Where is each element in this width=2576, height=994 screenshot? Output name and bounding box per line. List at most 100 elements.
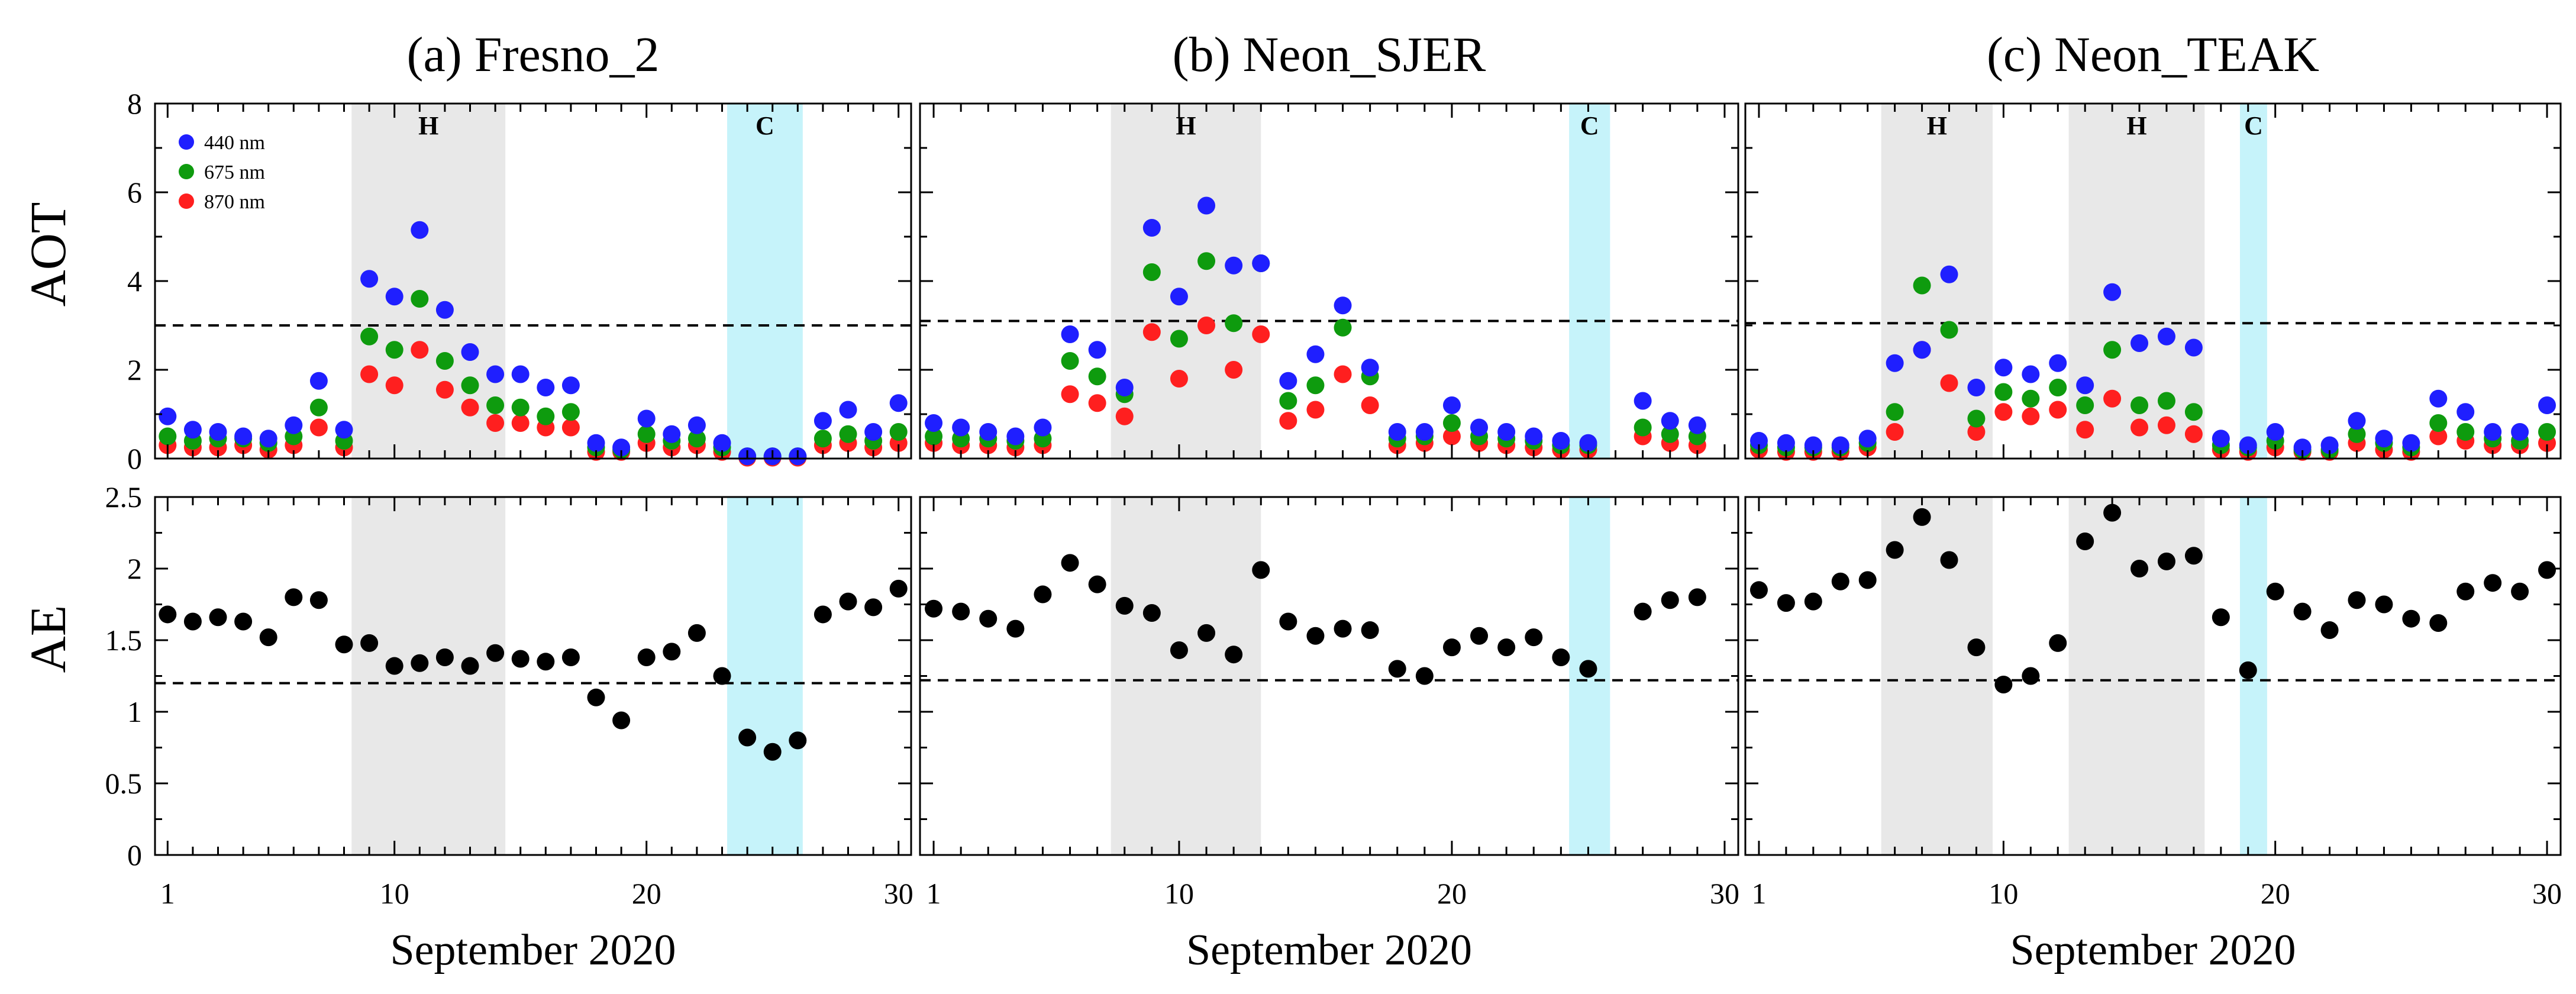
- aot-point-870nm: [2049, 401, 2067, 419]
- aot-plot-frame: [919, 102, 1739, 460]
- aot-point-870nm: [411, 341, 429, 359]
- aot-y-tick-label: 2: [127, 353, 142, 386]
- aot-point-440nm: [889, 394, 908, 412]
- aot-point-440nm: [1804, 436, 1822, 454]
- aot-point-675nm: [2022, 389, 2040, 408]
- aot-point-675nm: [1170, 330, 1188, 348]
- ae-point: [1749, 581, 1768, 599]
- aot-point-870nm: [2022, 407, 2040, 425]
- x-tick-label: 30: [1710, 877, 1739, 910]
- band-label: H: [1927, 111, 1947, 140]
- ae-point: [537, 653, 555, 671]
- aot-point-440nm: [285, 416, 303, 434]
- ae-point: [1442, 638, 1461, 657]
- ae-point: [2022, 667, 2040, 685]
- aot-point-440nm: [411, 221, 429, 239]
- aot-point-675nm: [1967, 409, 1986, 428]
- ae-point: [864, 598, 883, 617]
- ae-point: [1197, 624, 1216, 642]
- aot-point-440nm: [1749, 432, 1768, 450]
- aot-point-675nm: [2130, 396, 2149, 414]
- aot-point-870nm: [1361, 396, 1379, 414]
- aot-point-440nm: [2022, 365, 2040, 383]
- ae-shaded-band: [2068, 497, 2205, 855]
- aot-point-675nm: [1334, 318, 1352, 337]
- x-tick-label: 10: [380, 877, 409, 910]
- aot-point-675nm: [461, 376, 479, 395]
- aot-point-870nm: [1967, 423, 1986, 441]
- ae-y-tick-label: 0: [127, 838, 142, 872]
- x-tick-label: 20: [632, 877, 661, 910]
- ae-point: [1661, 591, 1679, 609]
- ae-point: [889, 579, 908, 598]
- aot-point-440nm: [1006, 427, 1025, 446]
- ae-point: [2266, 582, 2284, 601]
- aot-point-675nm: [385, 341, 403, 359]
- aot-shaded-band: [1111, 104, 1261, 459]
- aot-point-870nm: [1225, 361, 1243, 379]
- aot-point-440nm: [2157, 327, 2175, 346]
- ae-point: [2538, 561, 2556, 579]
- ae-point: [1831, 572, 1849, 590]
- aot-point-675nm: [1634, 418, 1652, 437]
- aot-point-440nm: [1967, 379, 1986, 396]
- aot-point-675nm: [360, 327, 379, 346]
- aot-point-675nm: [2538, 423, 2556, 441]
- ae-point: [561, 648, 580, 667]
- ae-point: [2320, 621, 2339, 640]
- ae-y-tick-label: 0.5: [105, 767, 143, 800]
- aot-point-675nm: [2157, 392, 2175, 410]
- aot-point-675nm: [1442, 414, 1461, 432]
- ae-point: [259, 628, 277, 647]
- panels: H C 1 10 20 30 0 2 4 6 8 0 0.5 1 1.5 2 2.5 (a) Fresno_2 Se…: [105, 27, 2562, 974]
- aot-point-870nm: [2076, 421, 2094, 439]
- ae-point: [2511, 582, 2529, 601]
- aot-point-870nm: [486, 414, 505, 432]
- ae-point: [1142, 604, 1161, 622]
- ae-point: [1170, 641, 1188, 659]
- aot-point-675nm: [309, 398, 328, 417]
- aot-y-tick-label: 6: [127, 176, 142, 209]
- aot-point-440nm: [663, 425, 681, 443]
- aot-point-440nm: [864, 423, 883, 441]
- aot-point-675nm: [159, 427, 177, 446]
- aot-point-440nm: [234, 427, 253, 446]
- legend-marker: [179, 164, 194, 179]
- ae-point: [1940, 551, 1958, 569]
- aot-point-870nm: [2103, 389, 2122, 408]
- ae-point: [612, 711, 631, 730]
- ae-point: [2157, 552, 2175, 570]
- ae-point: [814, 605, 832, 624]
- aot-point-440nm: [1634, 392, 1652, 410]
- aot-point-675nm: [1225, 314, 1243, 333]
- aot-point-440nm: [2456, 403, 2475, 421]
- aot-point-870nm: [2184, 425, 2203, 443]
- ae-plot-frame: [919, 496, 1739, 856]
- aot-point-440nm: [435, 301, 454, 319]
- aot-point-870nm: [1442, 427, 1461, 446]
- aot-point-870nm: [2130, 418, 2149, 437]
- aot-point-440nm: [2429, 389, 2448, 408]
- aot-point-870nm: [435, 380, 454, 399]
- aot-point-870nm: [511, 414, 530, 432]
- aot-point-675nm: [2049, 379, 2067, 396]
- aot-point-440nm: [2049, 354, 2067, 372]
- ae-point: [1804, 592, 1822, 611]
- aot-point-440nm: [2293, 438, 2312, 457]
- aot-point-675nm: [687, 430, 706, 448]
- ae-point: [309, 591, 328, 609]
- ae-point: [2348, 591, 2366, 609]
- ae-point: [1634, 602, 1652, 621]
- x-tick-label: 1: [927, 877, 941, 910]
- x-axis-label: September 2020: [2010, 926, 2296, 974]
- aot-point-440nm: [1142, 219, 1161, 237]
- x-axis-label: September 2020: [1186, 926, 1472, 974]
- aot-point-440nm: [1886, 354, 1904, 372]
- aot-point-440nm: [1088, 341, 1106, 359]
- ae-point: [1579, 660, 1597, 678]
- aot-point-440nm: [1442, 396, 1461, 414]
- aot-point-675nm: [1306, 376, 1325, 395]
- aot-point-440nm: [1197, 196, 1216, 215]
- aot-point-870nm: [1994, 403, 2013, 421]
- x-tick-label: 30: [884, 877, 913, 910]
